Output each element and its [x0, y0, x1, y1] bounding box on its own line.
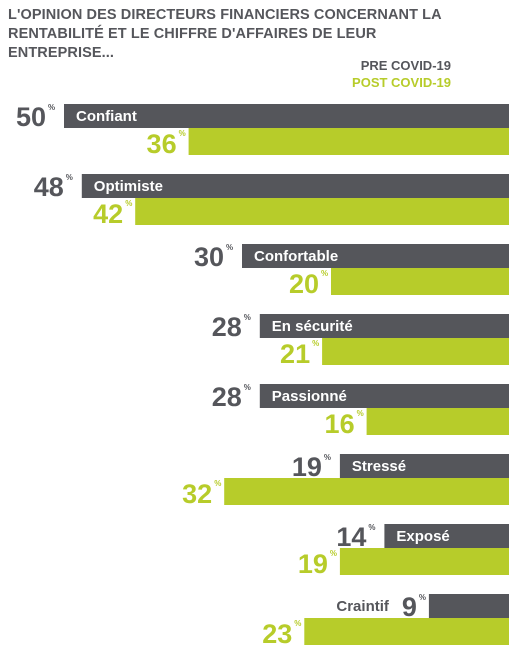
post-unit-passionn-: %: [357, 409, 364, 418]
pre-bar-optimiste: [81, 174, 509, 198]
post-value-expos-: 19: [298, 549, 328, 579]
pre-bar-craintif: [428, 594, 509, 618]
pre-value-optimiste: 48: [34, 172, 64, 202]
pre-value-stress-: 19: [292, 452, 322, 482]
category-label-expos-: Exposé: [396, 528, 449, 545]
post-value-craintif: 23: [262, 619, 292, 649]
post-value-en-s-curit-: 21: [280, 339, 310, 369]
pre-value-passionn-: 28: [212, 382, 242, 412]
post-value-passionn-: 16: [325, 409, 355, 439]
pre-value-craintif: 9: [402, 592, 417, 622]
legend-post: POST COVID-19: [352, 75, 451, 90]
post-bar-confiant: [188, 128, 509, 155]
post-unit-stress-: %: [214, 479, 221, 488]
category-label-optimiste: Optimiste: [94, 178, 163, 195]
post-unit-expos-: %: [330, 549, 337, 558]
pre-bar-en-s-curit-: [259, 314, 509, 338]
post-bar-optimiste: [135, 198, 509, 225]
pre-unit-craintif: %: [419, 593, 426, 602]
pre-unit-confiant: %: [48, 103, 55, 112]
post-value-confiant: 36: [147, 129, 177, 159]
post-bar-craintif: [304, 618, 509, 645]
category-label-passionn-: Passionné: [272, 388, 347, 405]
post-unit-confiant: %: [179, 129, 186, 138]
post-unit-confortable: %: [321, 269, 328, 278]
pre-unit-stress-: %: [324, 453, 331, 462]
category-label-confortable: Confortable: [254, 248, 338, 265]
post-value-confortable: 20: [289, 269, 319, 299]
category-label-stress-: Stressé: [352, 458, 406, 475]
chart-title: L'OPINION DES DIRECTEURS FINANCIERS CONC…: [8, 7, 442, 61]
post-bar-confortable: [331, 268, 509, 295]
pre-bar-confiant: [64, 104, 509, 128]
post-unit-optimiste: %: [125, 199, 132, 208]
pre-bar-confortable: [242, 244, 509, 268]
pre-value-expos-: 14: [336, 522, 366, 552]
post-bar-expos-: [339, 548, 509, 575]
pre-bar-passionn-: [259, 384, 509, 408]
post-unit-en-s-curit-: %: [312, 339, 319, 348]
pre-value-en-s-curit-: 28: [212, 312, 242, 342]
legend: PRE COVID-19 POST COVID-19: [352, 57, 451, 91]
pre-value-confiant: 50: [16, 102, 46, 132]
post-bar-en-s-curit-: [322, 338, 509, 365]
category-label-craintif: Craintif: [336, 598, 390, 615]
post-value-stress-: 32: [182, 479, 212, 509]
post-bar-passionn-: [366, 408, 509, 435]
post-value-optimiste: 42: [93, 199, 123, 229]
post-unit-craintif: %: [294, 619, 301, 628]
category-label-en-s-curit-: En sécurité: [272, 318, 353, 335]
pre-unit-en-s-curit-: %: [244, 313, 251, 322]
legend-pre: PRE COVID-19: [360, 58, 451, 73]
pre-bar-expos-: [384, 524, 509, 548]
pre-unit-optimiste: %: [66, 173, 73, 182]
pre-bar-stress-: [339, 454, 509, 478]
pre-unit-expos-: %: [368, 523, 375, 532]
pre-value-confortable: 30: [194, 242, 224, 272]
pre-unit-passionn-: %: [244, 383, 251, 392]
post-bar-stress-: [224, 478, 509, 505]
category-label-confiant: Confiant: [76, 108, 137, 125]
pre-unit-confortable: %: [226, 243, 233, 252]
